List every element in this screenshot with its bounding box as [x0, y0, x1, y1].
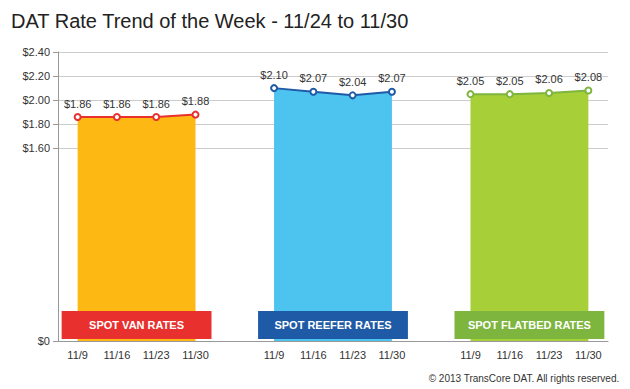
- svg-text:© 2013 TransCore DAT. All righ: © 2013 TransCore DAT. All rights reserve…: [429, 373, 620, 384]
- svg-text:11/30: 11/30: [182, 349, 209, 361]
- svg-text:11/30: 11/30: [575, 349, 602, 361]
- svg-text:11/16: 11/16: [104, 349, 131, 361]
- svg-text:$2.20: $2.20: [22, 70, 50, 82]
- svg-text:11/16: 11/16: [496, 349, 523, 361]
- svg-text:11/16: 11/16: [300, 349, 327, 361]
- svg-text:$1.86: $1.86: [142, 98, 170, 110]
- svg-text:$2.10: $2.10: [260, 69, 288, 81]
- svg-text:11/23: 11/23: [536, 349, 563, 361]
- svg-text:11/9: 11/9: [67, 349, 88, 361]
- svg-text:SPOT FLATBED RATES: SPOT FLATBED RATES: [468, 319, 591, 331]
- svg-text:$2.40: $2.40: [22, 46, 50, 58]
- svg-text:$2.00: $2.00: [22, 94, 50, 106]
- svg-text:$1.86: $1.86: [64, 98, 92, 110]
- svg-text:$2.05: $2.05: [496, 75, 524, 87]
- svg-text:$2.06: $2.06: [535, 73, 563, 85]
- svg-text:DAT Rate Trend of the Week - 1: DAT Rate Trend of the Week - 11/24 to 11…: [11, 10, 408, 32]
- svg-text:$1.88: $1.88: [182, 95, 210, 107]
- svg-text:$1.86: $1.86: [103, 98, 131, 110]
- svg-text:$1.80: $1.80: [22, 118, 50, 130]
- svg-text:11/23: 11/23: [143, 349, 170, 361]
- svg-text:$2.05: $2.05: [457, 75, 485, 87]
- svg-text:11/9: 11/9: [264, 349, 285, 361]
- svg-text:$2.07: $2.07: [300, 72, 328, 84]
- svg-text:$2.07: $2.07: [378, 72, 406, 84]
- svg-text:$1.60: $1.60: [22, 142, 50, 154]
- svg-text:11/30: 11/30: [379, 349, 406, 361]
- svg-text:$2.04: $2.04: [339, 76, 367, 88]
- svg-text:SPOT REEFER RATES: SPOT REEFER RATES: [274, 319, 391, 331]
- svg-text:SPOT VAN RATES: SPOT VAN RATES: [89, 319, 184, 331]
- svg-text:11/9: 11/9: [460, 349, 481, 361]
- svg-text:11/23: 11/23: [339, 349, 366, 361]
- svg-text:$0: $0: [38, 335, 50, 347]
- svg-text:$2.08: $2.08: [575, 71, 603, 83]
